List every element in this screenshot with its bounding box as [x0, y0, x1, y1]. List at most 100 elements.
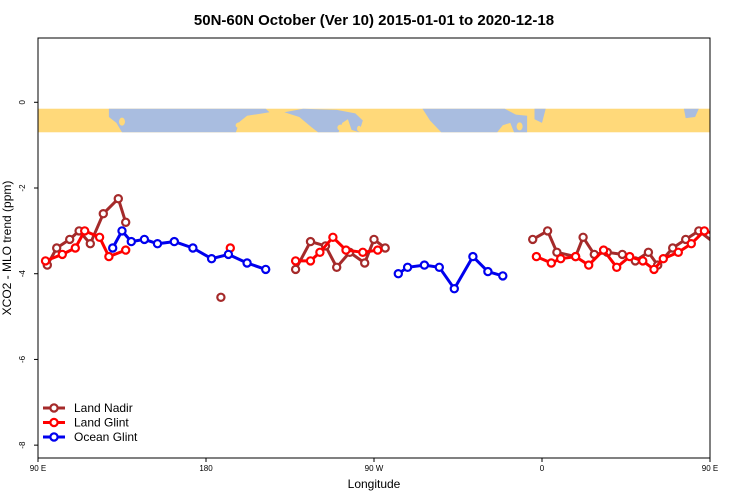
- data-point-land-nadir: [542, 226, 553, 236]
- x-tick-label: 90 W: [365, 464, 384, 473]
- map-island: [119, 117, 125, 126]
- y-tick-label: 0: [18, 100, 27, 105]
- map-island: [516, 122, 523, 131]
- map-island: [357, 125, 362, 132]
- legend-marker: [49, 417, 59, 428]
- data-point-land-glint: [729, 253, 736, 260]
- world-map-band: [38, 108, 750, 133]
- data-point-land-nadir: [64, 234, 75, 245]
- data-point-land-glint: [612, 262, 622, 272]
- map-ocean-region: [683, 108, 699, 119]
- data-point-land-nadir: [643, 247, 654, 257]
- data-point-ocean-glint: [223, 249, 234, 260]
- series-ocean-glint: [107, 226, 750, 294]
- data-point-land-glint: [79, 226, 90, 236]
- data-point-land-glint: [40, 256, 51, 266]
- data-point-land-glint: [315, 247, 325, 257]
- data-point-land-glint: [546, 258, 557, 268]
- map-ocean-region: [198, 108, 270, 133]
- y-axis-ticks: 0 -2 -4 -6 -8: [18, 100, 38, 449]
- data-point-land-nadir: [120, 217, 131, 227]
- data-point-ocean-glint: [206, 254, 217, 264]
- legend-item-land-nadir: Land Nadir: [43, 401, 133, 415]
- data-point-ocean-glint: [117, 226, 127, 236]
- data-point-land-glint: [673, 247, 684, 257]
- map-island: [737, 120, 743, 128]
- data-point-land-glint: [358, 247, 368, 257]
- series-land-glint: [40, 226, 750, 275]
- x-tick-label: 180: [199, 464, 213, 473]
- data-point-land-glint: [57, 249, 68, 260]
- data-point-land-nadir: [712, 240, 719, 247]
- data-point-ocean-glint: [393, 269, 403, 279]
- y-tick-label: -2: [18, 184, 27, 192]
- data-point-land-nadir: [332, 262, 342, 272]
- data-point-land-glint: [716, 232, 723, 239]
- data-point-ocean-glint: [261, 264, 271, 275]
- series-line-ocean-glint: [740, 231, 750, 248]
- data-point-land-nadir: [734, 195, 741, 202]
- data-point-ocean-glint: [419, 260, 430, 270]
- data-point-ocean-glint: [402, 262, 413, 272]
- data-point-ocean-glint: [498, 271, 508, 281]
- data-point-land-nadir: [98, 208, 109, 219]
- data-point-land-nadir: [85, 238, 96, 249]
- map-island: [235, 122, 244, 129]
- data-point-land-glint: [686, 238, 697, 249]
- map-ocean-region: [534, 108, 546, 123]
- series-layer: [40, 193, 750, 302]
- chart-title: 50N-60N October (Ver 10) 2015-01-01 to 2…: [194, 12, 554, 29]
- data-point-land-glint: [373, 245, 383, 255]
- legend-marker: [49, 403, 59, 413]
- data-point-land-nadir: [290, 264, 301, 275]
- y-tick-label: -8: [18, 441, 27, 449]
- x-axis-ticks: 90 E 180 90 W 0 90 E: [30, 458, 718, 473]
- legend-label: Land Nadir: [74, 401, 133, 415]
- data-point-land-nadir: [380, 243, 390, 253]
- data-point-ocean-glint: [126, 236, 137, 247]
- data-point-ocean-glint: [242, 258, 252, 268]
- map-ocean-region: [108, 108, 199, 133]
- data-point-land-glint: [328, 232, 338, 242]
- data-point-ocean-glint: [736, 244, 743, 251]
- y-axis-label: XCO2 - MLO trend (ppm): [0, 181, 14, 316]
- data-point-ocean-glint: [483, 266, 493, 277]
- data-point-land-nadir: [113, 193, 124, 204]
- data-point-land-glint: [584, 260, 594, 270]
- data-point-land-glint: [341, 245, 351, 255]
- data-point-ocean-glint: [468, 251, 478, 262]
- data-point-land-nadir: [216, 292, 226, 302]
- series-line-land-nadir: [531, 229, 710, 267]
- data-point-land-nadir: [52, 243, 62, 253]
- data-point-ocean-glint: [169, 236, 179, 247]
- data-point-land-nadir: [617, 249, 628, 260]
- data-point-land-glint: [744, 247, 750, 254]
- data-point-land-glint: [570, 251, 581, 262]
- data-point-land-glint: [94, 232, 105, 242]
- data-point-land-glint: [638, 256, 648, 266]
- data-point-land-nadir: [552, 247, 562, 257]
- data-point-land-glint: [531, 251, 542, 262]
- data-point-land-glint: [649, 264, 659, 275]
- data-point-land-glint: [658, 254, 669, 264]
- data-point-land-glint: [625, 251, 635, 262]
- series-land-nadir: [42, 193, 749, 302]
- data-point-ocean-glint: [152, 238, 163, 249]
- data-point-land-glint: [104, 251, 114, 262]
- legend-label: Land Glint: [74, 416, 129, 430]
- y-tick-label: -4: [18, 270, 27, 278]
- x-tick-label: 90 E: [30, 464, 46, 473]
- data-point-land-nadir: [742, 219, 749, 226]
- legend-item-land-glint: Land Glint: [43, 416, 129, 430]
- legend-label: Ocean Glint: [74, 430, 138, 444]
- x-tick-label: 90 E: [702, 464, 718, 473]
- legend-marker: [49, 432, 59, 442]
- data-point-land-nadir: [578, 232, 588, 242]
- map-ocean-region: [729, 109, 750, 133]
- data-point-land-glint: [70, 243, 81, 253]
- data-point-land-glint: [290, 256, 301, 266]
- data-point-ocean-glint: [107, 243, 118, 253]
- data-point-ocean-glint: [139, 234, 150, 245]
- map-island: [647, 125, 654, 132]
